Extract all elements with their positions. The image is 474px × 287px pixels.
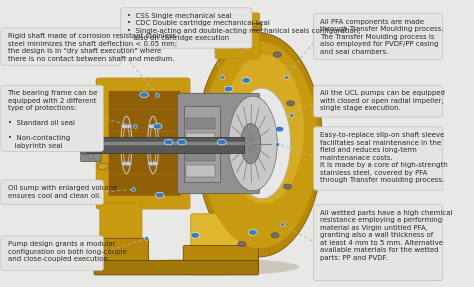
Circle shape (152, 124, 158, 128)
Circle shape (121, 124, 128, 128)
Circle shape (152, 162, 158, 166)
FancyBboxPatch shape (314, 127, 443, 190)
Circle shape (153, 123, 162, 129)
FancyBboxPatch shape (314, 13, 443, 60)
FancyBboxPatch shape (96, 78, 190, 209)
FancyBboxPatch shape (81, 127, 101, 162)
Text: Rigid shaft made of corrosion resistant stainless
steel minimizes the shaft defl: Rigid shaft made of corrosion resistant … (8, 33, 177, 61)
Text: •  CSS Single mechanical seal
•  CDC Double cartridge mechanical seal
•  Single-: • CSS Single mechanical seal • CDC Doubl… (128, 13, 361, 41)
Text: All PFA components are made
through Transfer Moulding process.
The Transfer Moul: All PFA components are made through Tran… (320, 19, 444, 55)
FancyBboxPatch shape (93, 238, 149, 267)
Ellipse shape (201, 42, 319, 248)
FancyBboxPatch shape (186, 165, 215, 177)
Circle shape (146, 143, 152, 147)
Circle shape (155, 192, 164, 198)
Circle shape (238, 241, 246, 247)
FancyBboxPatch shape (184, 106, 219, 182)
Circle shape (191, 232, 200, 238)
FancyBboxPatch shape (186, 133, 215, 145)
Circle shape (128, 143, 134, 147)
Circle shape (275, 126, 284, 132)
Circle shape (224, 86, 233, 92)
FancyBboxPatch shape (191, 214, 251, 251)
Circle shape (271, 233, 279, 238)
Circle shape (121, 162, 128, 166)
FancyBboxPatch shape (1, 85, 103, 152)
Circle shape (88, 134, 94, 138)
Circle shape (283, 184, 292, 189)
Text: Pump design grants a modular
configuration on both long-couple
and close-coupled: Pump design grants a modular configurati… (8, 241, 127, 262)
Circle shape (154, 143, 160, 147)
FancyBboxPatch shape (177, 93, 260, 194)
Circle shape (148, 162, 154, 166)
FancyBboxPatch shape (94, 260, 259, 275)
Circle shape (242, 77, 251, 83)
FancyBboxPatch shape (100, 202, 142, 245)
FancyBboxPatch shape (186, 149, 215, 161)
FancyBboxPatch shape (314, 85, 443, 117)
Circle shape (88, 154, 94, 158)
Ellipse shape (196, 33, 323, 257)
Text: All the UCL pumps can be equipped
with closed or open radial impeller,
single st: All the UCL pumps can be equipped with c… (320, 90, 445, 111)
FancyBboxPatch shape (186, 118, 215, 129)
Text: The bearing frame can be
equipped with 2 different
type of protections:

•  Stan: The bearing frame can be equipped with 2… (8, 90, 98, 149)
Circle shape (164, 139, 173, 145)
FancyBboxPatch shape (214, 23, 261, 30)
Text: Oil sump with enlarged volume
ensures cool and clean oil.: Oil sump with enlarged volume ensures co… (8, 185, 117, 199)
Ellipse shape (228, 96, 277, 191)
Ellipse shape (224, 55, 304, 204)
Circle shape (98, 163, 108, 170)
FancyBboxPatch shape (82, 137, 244, 153)
Circle shape (88, 144, 94, 148)
Circle shape (238, 43, 246, 49)
Circle shape (125, 124, 131, 128)
FancyBboxPatch shape (183, 245, 259, 271)
FancyBboxPatch shape (121, 8, 252, 48)
Circle shape (125, 162, 131, 166)
FancyBboxPatch shape (215, 13, 260, 59)
Circle shape (148, 124, 154, 128)
Ellipse shape (122, 258, 300, 276)
Circle shape (119, 143, 126, 147)
Circle shape (140, 92, 149, 98)
Ellipse shape (233, 88, 291, 199)
FancyBboxPatch shape (314, 204, 443, 281)
Circle shape (287, 101, 294, 106)
Circle shape (248, 230, 257, 235)
FancyBboxPatch shape (1, 180, 103, 205)
Circle shape (177, 139, 186, 145)
FancyBboxPatch shape (1, 236, 103, 271)
Text: Easy-to-replace slip-on shaft sleeve
facilitates seal maintenance in the
field a: Easy-to-replace slip-on shaft sleeve fac… (320, 132, 448, 183)
Ellipse shape (241, 123, 261, 164)
FancyBboxPatch shape (1, 28, 121, 65)
FancyBboxPatch shape (109, 91, 180, 196)
Ellipse shape (79, 136, 90, 154)
Circle shape (218, 139, 226, 145)
Text: All wetted parts have a high chemical
resistance employing a performing
material: All wetted parts have a high chemical re… (320, 210, 453, 261)
Circle shape (273, 52, 281, 57)
